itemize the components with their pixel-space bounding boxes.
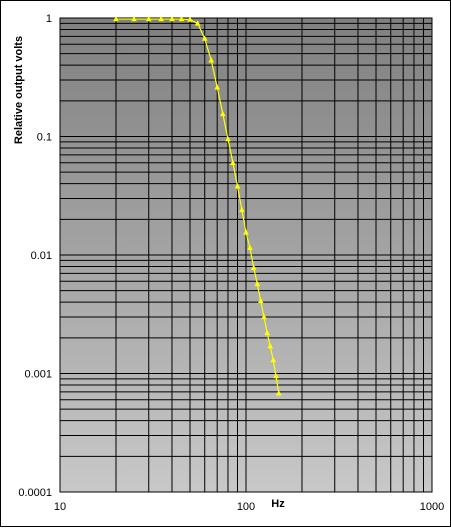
data-point (208, 57, 215, 63)
data-point (169, 15, 175, 22)
data-point (247, 244, 253, 251)
y-tick-label: 0.01 (31, 250, 52, 262)
data-point (225, 135, 231, 142)
data-point (239, 206, 245, 213)
y-tick-label: 0.001 (24, 369, 52, 381)
x-tick-label: 100 (237, 501, 255, 513)
data-point (158, 15, 164, 22)
data-point (145, 15, 152, 22)
data-point (230, 159, 236, 165)
data-point (187, 16, 193, 22)
data-point (214, 84, 220, 90)
plot-border (59, 17, 433, 493)
data-point (257, 297, 264, 304)
data-point (261, 313, 267, 320)
data-point (234, 183, 241, 189)
x-axis-title: Hz (271, 498, 285, 510)
data-point (250, 264, 257, 270)
data-point (270, 356, 276, 363)
y-axis-title: Relative output volts (13, 36, 25, 144)
data-point (194, 20, 201, 26)
gridlines (59, 18, 432, 493)
data-point (201, 35, 208, 41)
data-point (267, 342, 274, 349)
data-point (219, 110, 226, 117)
data-point (264, 329, 270, 336)
y-tick-label: 0.1 (37, 132, 52, 144)
x-tick-label: 1000 (420, 501, 444, 513)
x-tick-label: 10 (54, 501, 66, 513)
series-group (113, 15, 282, 396)
y-tick-labels: 1 0.1 0.01 0.001 0.0001 (18, 13, 52, 499)
data-point (243, 229, 249, 235)
y-tick-label: 1 (46, 13, 52, 25)
data-point (178, 15, 185, 22)
x-tick-labels: 10 100 1000 (54, 501, 444, 513)
data-point (275, 390, 282, 396)
data-point (113, 15, 119, 22)
data-point (254, 280, 261, 287)
data-point (273, 372, 279, 379)
data-point (131, 15, 137, 22)
y-tick-label: 0.0001 (18, 487, 52, 499)
